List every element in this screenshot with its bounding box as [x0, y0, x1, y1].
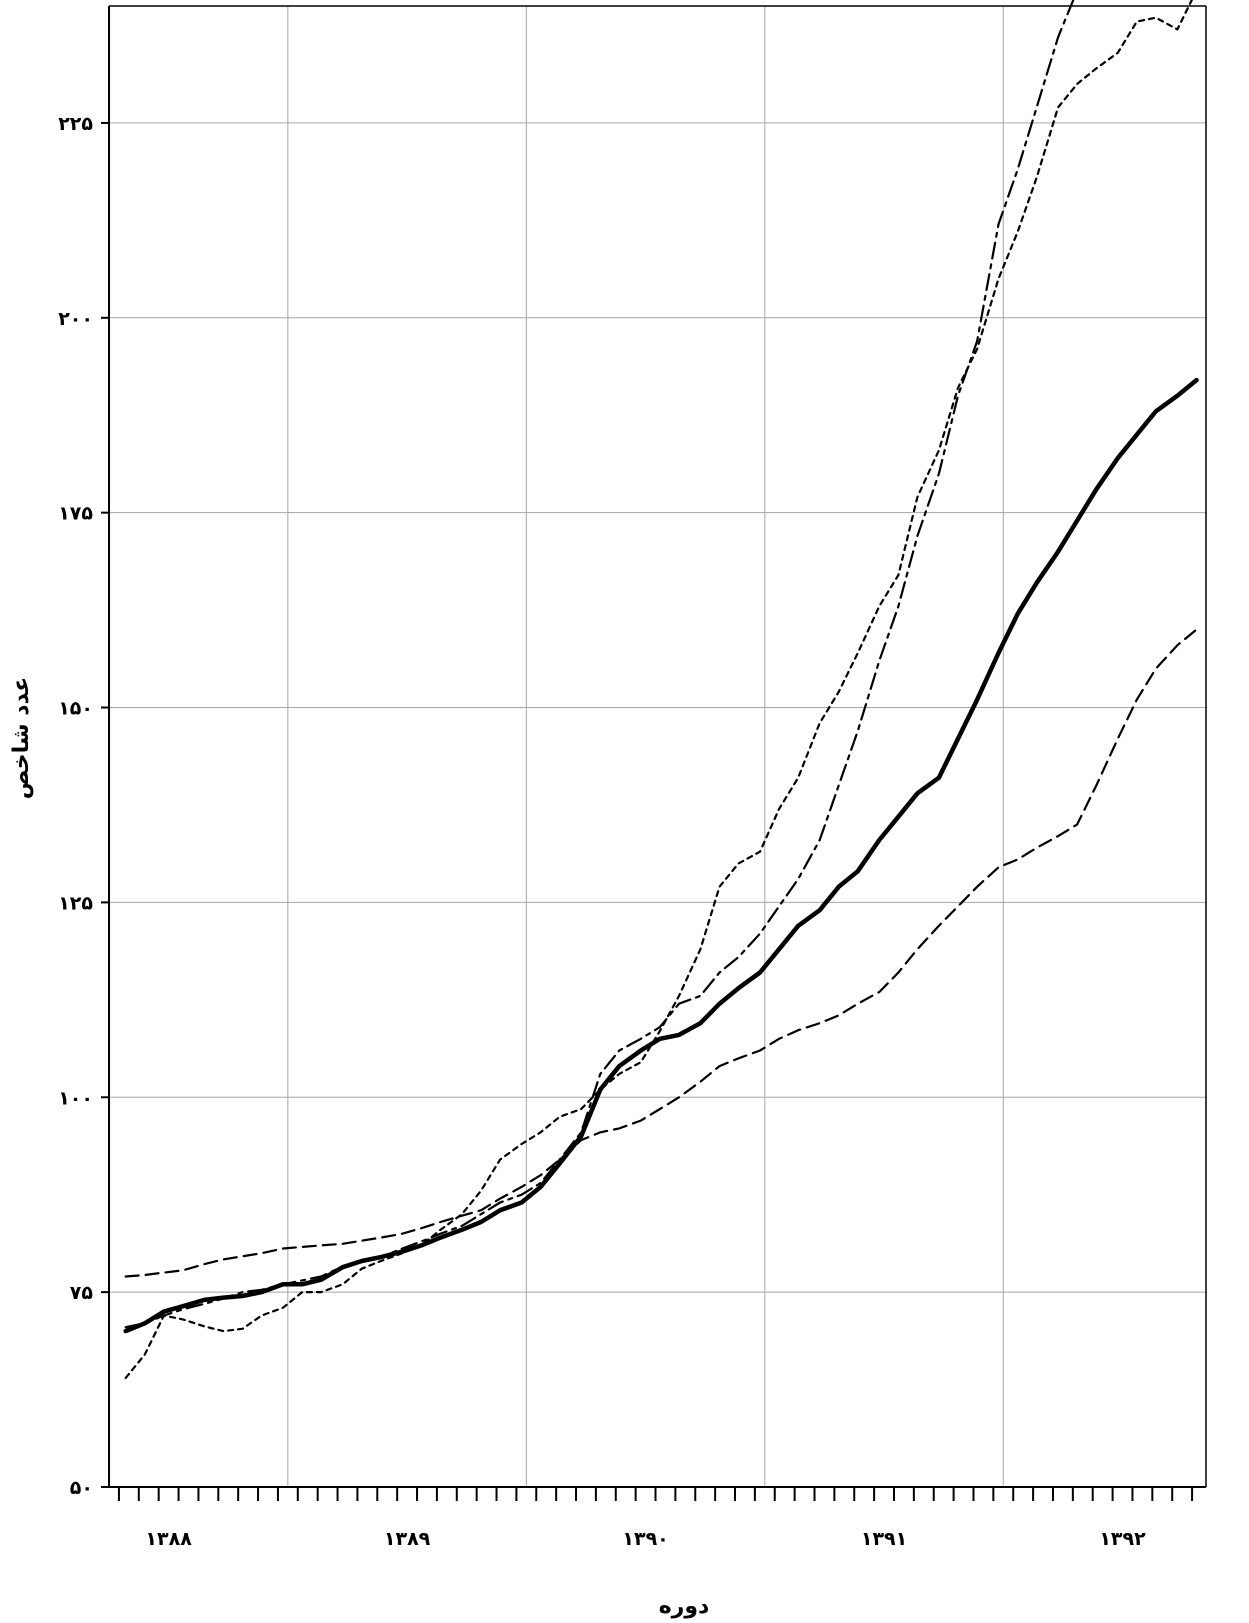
series-line-dotted: [124, 0, 1194, 1380]
x-tick-label-1388: ۱۳۸۸: [145, 1528, 192, 1550]
y-tick-label: ۱۷۵: [58, 503, 93, 525]
y-tick-label: ۱۵۰: [58, 698, 93, 720]
x-tick-label-1390: ۱۳۹۰: [622, 1528, 668, 1550]
y-tick-label: ۵۰: [70, 1477, 93, 1499]
x-tick-label-1391: ۱۳۹۱: [861, 1528, 907, 1550]
tick-labels: ۵۰ ۷۵ ۱۰۰ ۱۲۵ ۱۵۰ ۱۷۵ ۲۰۰ ۲۲۵ ۱۳۸۸ ۱۳۸۹ ۱۳۹۰ ۱۳۹۱ ۱۳…: [58, 113, 1146, 1550]
y-tick-label: ۱۲۵: [58, 892, 93, 914]
grid-lines: [109, 6, 1206, 1487]
axes: [101, 5, 1207, 1501]
x-tick-label-1392: ۱۳۹۲: [1099, 1528, 1146, 1550]
series-line-solid-thick: [123, 377, 1199, 1334]
series-line-dashed: [124, 628, 1198, 1278]
series-line-dash-dot: [124, 0, 1075, 1329]
series-lines: [123, 0, 1199, 1380]
y-axis-title: عدد شاخص: [9, 677, 34, 799]
y-tick-label: ۱۰۰: [58, 1087, 93, 1109]
y-tick-label: ۲۲۵: [58, 113, 93, 135]
y-tick-label: ۲۰۰: [58, 308, 93, 330]
x-tick-label-1389: ۱۳۸۹: [384, 1528, 431, 1550]
y-tick-label: ۷۵: [70, 1282, 94, 1304]
x-axis-title: دوره: [659, 1594, 710, 1619]
